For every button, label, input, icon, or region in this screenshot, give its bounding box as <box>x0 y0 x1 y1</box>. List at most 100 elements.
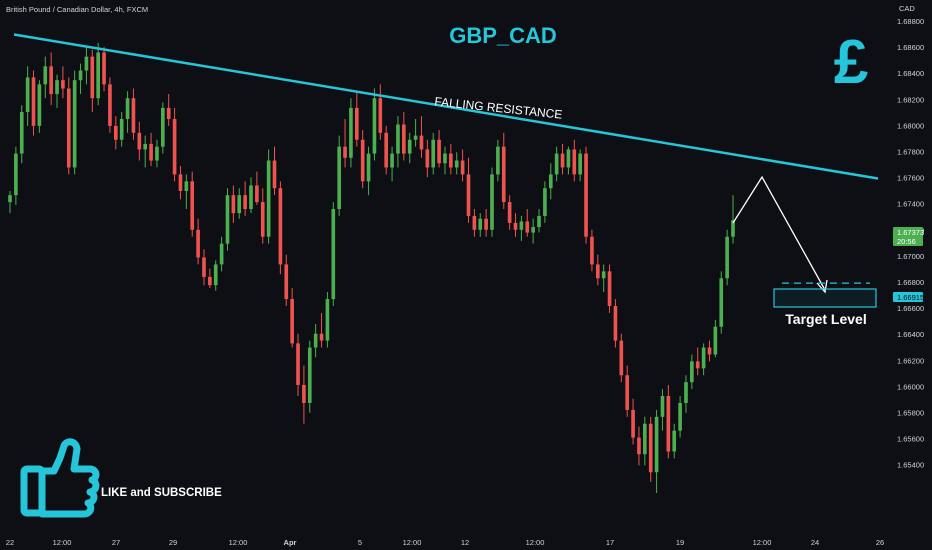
candle-body <box>72 80 77 168</box>
price-tick-label: 1.66800 <box>897 278 924 287</box>
candle-body <box>419 135 424 150</box>
candle-body <box>578 153 582 175</box>
candle-body <box>190 181 195 230</box>
candle-body <box>31 77 36 126</box>
candle <box>437 130 441 168</box>
falling-resistance-line[interactable] <box>13 33 879 180</box>
candle-body <box>225 195 230 244</box>
candle <box>349 98 353 168</box>
candle <box>19 105 24 164</box>
candle <box>72 70 77 175</box>
candle <box>443 146 447 175</box>
candle <box>31 70 36 136</box>
candle <box>331 202 336 306</box>
candle <box>654 409 659 493</box>
target-level-label: Target Level <box>785 311 866 327</box>
chart-title: GBP_CAD <box>449 23 557 48</box>
candle <box>84 46 89 85</box>
candle-body <box>231 195 236 214</box>
candle-body <box>619 340 624 376</box>
candle <box>302 365 306 424</box>
target-level-zone[interactable] <box>773 282 877 308</box>
candle <box>678 396 682 438</box>
candle <box>255 171 259 205</box>
candle-body <box>531 227 535 233</box>
price-tick-label: 1.65800 <box>897 409 924 418</box>
candle <box>560 143 565 175</box>
target-price-value: 1.66915 <box>897 293 924 302</box>
price-tick-label: 1.68600 <box>897 43 924 52</box>
candle-body <box>454 160 459 168</box>
candle-body <box>725 236 729 279</box>
time-tick-label: 12:00 <box>753 538 772 547</box>
candle-body <box>713 326 718 355</box>
price-tick-label: 1.67800 <box>897 148 924 157</box>
price-tick-label: 1.66000 <box>897 382 924 391</box>
candle-body <box>125 98 130 119</box>
candle <box>184 174 189 210</box>
candle-body <box>43 66 48 85</box>
candle <box>337 135 341 216</box>
candle <box>572 139 577 182</box>
candle <box>660 389 665 431</box>
candle-body <box>466 174 471 216</box>
candle <box>260 188 265 244</box>
candle-body <box>237 195 242 214</box>
candle <box>431 132 436 175</box>
candle <box>249 177 253 214</box>
candle-body <box>131 98 136 133</box>
like-subscribe-label: LIKE and SUBSCRIBE <box>101 487 222 499</box>
candle-body <box>478 218 483 230</box>
candle-body <box>8 195 12 203</box>
candle <box>537 209 541 233</box>
candle <box>396 116 400 168</box>
price-tick-label: 1.68200 <box>897 95 924 104</box>
candle-body <box>113 125 118 140</box>
candle <box>49 52 53 106</box>
candle-body <box>643 423 647 455</box>
candle-body <box>184 181 189 192</box>
candle-body <box>178 174 183 192</box>
candle-body <box>660 396 665 417</box>
candle <box>637 426 641 466</box>
time-axis[interactable]: 22 12:00 27 29 12:00 Apr 5 12:00 12 12:00 17 19 12:0… <box>6 538 884 547</box>
candle-body <box>25 77 30 113</box>
candle <box>360 130 365 189</box>
candle <box>37 80 42 133</box>
candle <box>325 292 330 348</box>
candle-body <box>402 124 406 154</box>
candle <box>725 229 729 286</box>
candle <box>548 163 553 200</box>
candle-body <box>566 149 571 168</box>
candle <box>701 343 706 376</box>
candle-body <box>554 153 559 175</box>
candle <box>113 116 118 150</box>
candle <box>161 102 165 154</box>
candle-body <box>290 299 294 344</box>
candle-body <box>219 243 224 265</box>
candle-body <box>631 409 635 438</box>
candle <box>695 347 700 376</box>
candle <box>425 139 430 178</box>
candle-body <box>19 112 24 154</box>
candle-body <box>84 56 89 71</box>
candle <box>690 354 694 390</box>
time-tick-label: 12:00 <box>403 538 422 547</box>
price-tick-label: 1.67600 <box>897 174 924 183</box>
time-tick-label: 12:00 <box>526 538 545 547</box>
time-tick-label: 27 <box>112 538 120 547</box>
candle-body <box>707 347 712 355</box>
candle-body <box>525 221 530 233</box>
candle-body <box>413 135 418 140</box>
price-tick-label: 1.66400 <box>897 330 924 339</box>
candle-body <box>325 299 330 341</box>
candle-body <box>213 264 218 286</box>
candle <box>490 167 494 237</box>
candle <box>125 91 130 133</box>
current-price-value: 1.67373 <box>897 228 924 237</box>
projection-arrow[interactable] <box>732 175 828 294</box>
candle <box>731 195 735 244</box>
candle <box>419 116 424 158</box>
